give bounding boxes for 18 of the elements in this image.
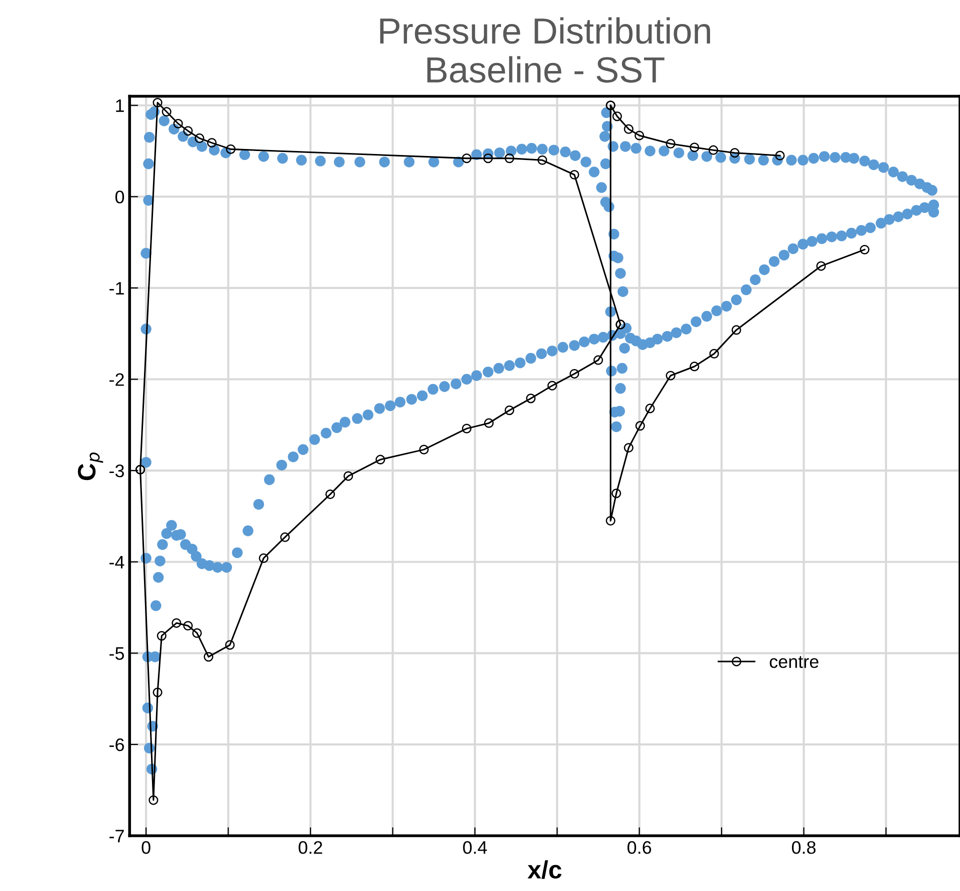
y-tick-label: 0 — [115, 190, 124, 204]
x-tick-label: 0 — [142, 841, 150, 854]
x-tick-label: 0.4 — [463, 841, 487, 854]
y-tick-label: -4 — [109, 556, 124, 568]
x-tick-label: 0.8 — [792, 841, 816, 854]
x-tick-label: 0.6 — [628, 841, 652, 854]
y-tick-label: -1 — [109, 282, 124, 294]
x-axis-title: x/c — [528, 860, 562, 879]
y-axis-title: C$_{p}$ — [78, 452, 104, 480]
y-tick-label: -3 — [109, 464, 124, 478]
y-tick-label: -5 — [109, 647, 124, 660]
x-tick-label: 0.2 — [298, 841, 322, 854]
y-tick-label: -7 — [109, 830, 124, 842]
y-tick-label: -6 — [109, 738, 124, 752]
legend-label: centre — [770, 656, 818, 668]
chart-title: Pressure Distribution Baseline - SST — [380, 17, 710, 83]
y-tick-label: 1 — [116, 99, 124, 112]
y-tick-label: -2 — [109, 373, 124, 386]
